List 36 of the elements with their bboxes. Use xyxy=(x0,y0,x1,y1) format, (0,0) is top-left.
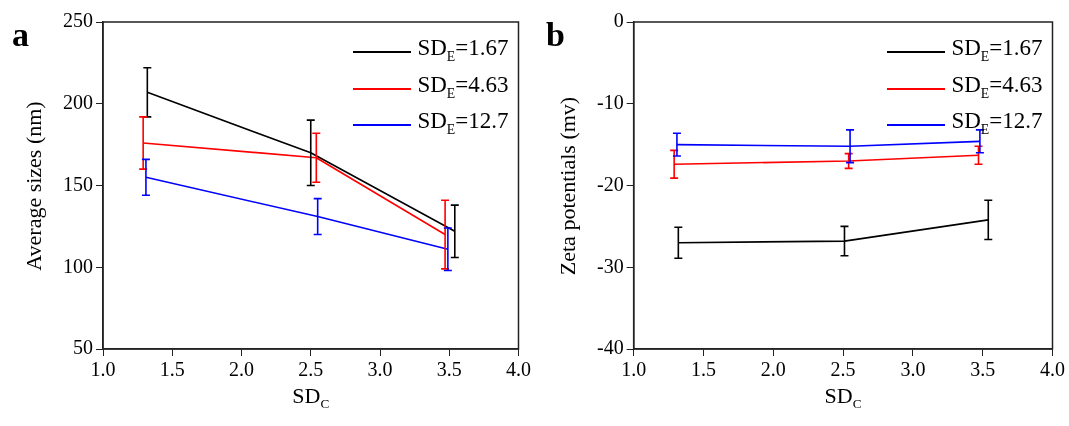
x-tick-label: 3.5 xyxy=(436,358,462,381)
y-tick-label: 250 xyxy=(63,9,93,32)
y-axis-title: Average sizes (nm) xyxy=(21,100,47,271)
x-tick-label: 1.5 xyxy=(159,358,185,381)
y-tick-label: 150 xyxy=(63,172,93,195)
legend-label: SD$_{E}$=1.67 xyxy=(417,34,509,66)
x-tick-label: 2.5 xyxy=(830,358,856,381)
y-tick-label: 200 xyxy=(63,91,93,113)
x-tick-label: 2.5 xyxy=(298,358,324,381)
x-tick-label: 4.0 xyxy=(506,358,531,381)
y-tick-label: 0 xyxy=(613,9,624,32)
x-tick-label: 2.0 xyxy=(229,358,254,381)
x-tick-label: 1.0 xyxy=(90,358,116,381)
x-tick-label: 1.0 xyxy=(621,358,647,381)
y-axis-title: Zeta potentials (mv) xyxy=(555,96,581,275)
y-tick-label: -30 xyxy=(596,254,624,277)
x-axis-title: SD$_{C}$ xyxy=(292,383,330,413)
x-tick-label: 3.0 xyxy=(900,358,926,381)
x-axis-title: SD$_{C}$ xyxy=(824,383,862,413)
legend-label: SD$_{E}$=12.7 xyxy=(951,107,1043,139)
chart-title: b xyxy=(546,16,565,53)
legend-label: SD$_{E}$=1.67 xyxy=(951,34,1043,66)
chart-title: a xyxy=(12,16,29,53)
y-tick-label: -10 xyxy=(596,91,624,113)
x-tick-label: 1.5 xyxy=(690,358,716,381)
x-tick-label: 3.0 xyxy=(367,358,393,381)
x-tick-label: 3.5 xyxy=(970,358,996,381)
x-tick-label: 4.0 xyxy=(1040,358,1065,381)
y-tick-label: 100 xyxy=(63,254,93,277)
y-tick-label: -20 xyxy=(596,172,624,195)
y-tick-label: -40 xyxy=(596,336,624,359)
legend-label: SD$_{E}$=12.7 xyxy=(417,107,509,139)
legend-label: SD$_{E}$=4.63 xyxy=(951,70,1043,103)
legend-label: SD$_{E}$=4.63 xyxy=(417,70,509,103)
y-tick-label: 50 xyxy=(73,336,93,359)
x-tick-label: 2.0 xyxy=(760,358,786,381)
